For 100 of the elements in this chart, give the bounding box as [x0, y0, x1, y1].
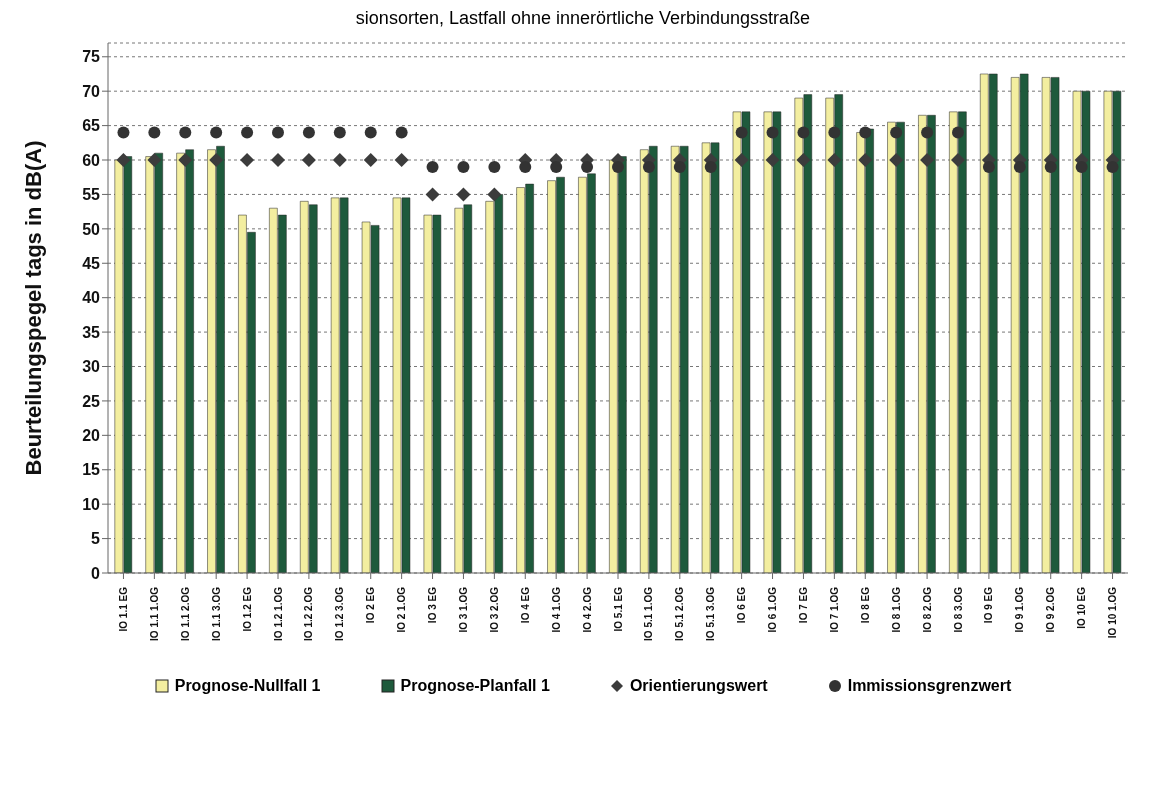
x-tick-label: IO 8 1.OG [890, 586, 902, 633]
x-tick-label: IO 1.2 2.OG [303, 586, 315, 641]
point [457, 160, 470, 173]
y-tick-label: 35 [82, 323, 101, 341]
point [363, 153, 378, 168]
point [519, 160, 532, 173]
x-tick-label: IO 1.1 3.OG [210, 586, 222, 641]
x-tick-label: IO 5.1 1.OG [643, 586, 655, 641]
point [858, 153, 873, 168]
x-tick-label: IO 8 3.OG [952, 586, 964, 633]
point [364, 126, 377, 139]
x-tick-label: IO 10 1.OG [1107, 586, 1119, 639]
y-axis-title: Beurteilungspegel tags in dB(A) [20, 140, 46, 476]
point [704, 160, 717, 173]
point [921, 126, 934, 139]
point [209, 153, 224, 168]
point [456, 187, 471, 202]
y-tick-label: 65 [82, 117, 101, 135]
x-tick-label: IO 2 EG [365, 586, 377, 624]
legend-label: Prognose-Planfall 1 [400, 677, 550, 695]
x-tick-label: IO 1.2 EG [241, 586, 253, 632]
point [488, 160, 501, 173]
x-tick-label: IO 3 EG [427, 586, 439, 624]
legend-label: Prognose-Nullfall 1 [174, 677, 321, 695]
y-tick-label: 30 [82, 358, 101, 376]
point [116, 153, 131, 168]
point [952, 126, 964, 139]
x-tick-label: IO 4 2.OG [581, 586, 593, 633]
point [673, 160, 686, 173]
x-tick-label: IO 3 2.OG [488, 586, 500, 633]
y-tick-label: 5 [91, 530, 101, 548]
x-tick-label: IO 9 1.OG [1014, 586, 1026, 633]
y-tick-label: 20 [82, 427, 101, 445]
x-tick-label: IO 6 EG [736, 586, 748, 624]
point [890, 126, 903, 139]
point [828, 126, 841, 139]
x-tick-label: IO 1.2 3.OG [334, 586, 346, 641]
point [333, 126, 346, 139]
point [827, 153, 842, 168]
x-tick-label: IO 5.1 2.OG [674, 586, 686, 641]
y-tick-label: 0 [91, 564, 101, 582]
point [332, 153, 347, 168]
point [426, 160, 439, 173]
point [642, 160, 655, 173]
y-tick-label: 40 [82, 289, 101, 307]
x-tick-label: IO 8 2.OG [921, 586, 933, 633]
point [395, 126, 408, 139]
point [241, 126, 254, 139]
point [487, 187, 502, 202]
y-tick-label: 10 [82, 495, 101, 513]
x-tick-label: IO 1.1 EG [117, 586, 129, 632]
x-tick-label: IO 4 1.OG [550, 586, 562, 633]
x-tick-label: IO 9 EG [983, 586, 995, 624]
point [982, 160, 995, 173]
x-tick-label: IO 7 EG [797, 586, 809, 624]
x-tick-label: IO 3 1.OG [457, 586, 469, 633]
point [271, 153, 285, 168]
y-tick-label: 45 [82, 254, 101, 272]
point [179, 126, 192, 139]
x-tick-label: IO 10 EG [1076, 586, 1088, 629]
chart-title: sionsorten, Lastfall ohne innerörtliche Verbindungsstraße [354, 8, 812, 29]
legend-label: Orientierungswert [629, 677, 768, 695]
x-tick-label: IO 4 EG [519, 586, 531, 624]
point [178, 153, 193, 168]
y-tick-label: 50 [82, 220, 101, 238]
x-tick-label: IO 6 1.OG [767, 586, 779, 633]
x-tick-label: IO 8 EG [859, 586, 871, 624]
point [581, 160, 594, 173]
x-tick-label: IO 1.1 2.OG [179, 586, 191, 641]
point [796, 153, 811, 168]
point [301, 153, 316, 168]
point [147, 153, 162, 168]
y-tick-label: 15 [82, 461, 101, 479]
point [951, 153, 965, 168]
legend-label: Immissionsgrenzwert [847, 677, 1012, 695]
point [765, 153, 780, 168]
y-tick-label: 55 [82, 186, 101, 204]
point [734, 153, 749, 168]
point [1013, 160, 1026, 173]
point [612, 160, 624, 173]
point [394, 153, 409, 168]
point [889, 153, 904, 168]
x-tick-label: IO 2 1.OG [396, 586, 408, 633]
point [272, 126, 284, 139]
x-tick-label: IO 9 2.OG [1045, 586, 1057, 633]
point [1075, 160, 1088, 173]
point [148, 126, 161, 139]
y-tick-label: 70 [82, 82, 101, 100]
point [240, 153, 255, 168]
x-tick-label: IO 5.1 3.OG [705, 586, 717, 641]
point [859, 126, 872, 139]
y-tick-label: 25 [82, 392, 101, 410]
y-tick-label: 60 [82, 151, 101, 169]
point [425, 187, 440, 202]
y-tick-label: 75 [82, 48, 101, 66]
point [1106, 160, 1119, 173]
point [766, 126, 779, 139]
x-tick-label: IO 7 1.OG [828, 586, 840, 633]
x-tick-label: IO 1.1 1.OG [148, 586, 160, 641]
point [210, 126, 223, 139]
